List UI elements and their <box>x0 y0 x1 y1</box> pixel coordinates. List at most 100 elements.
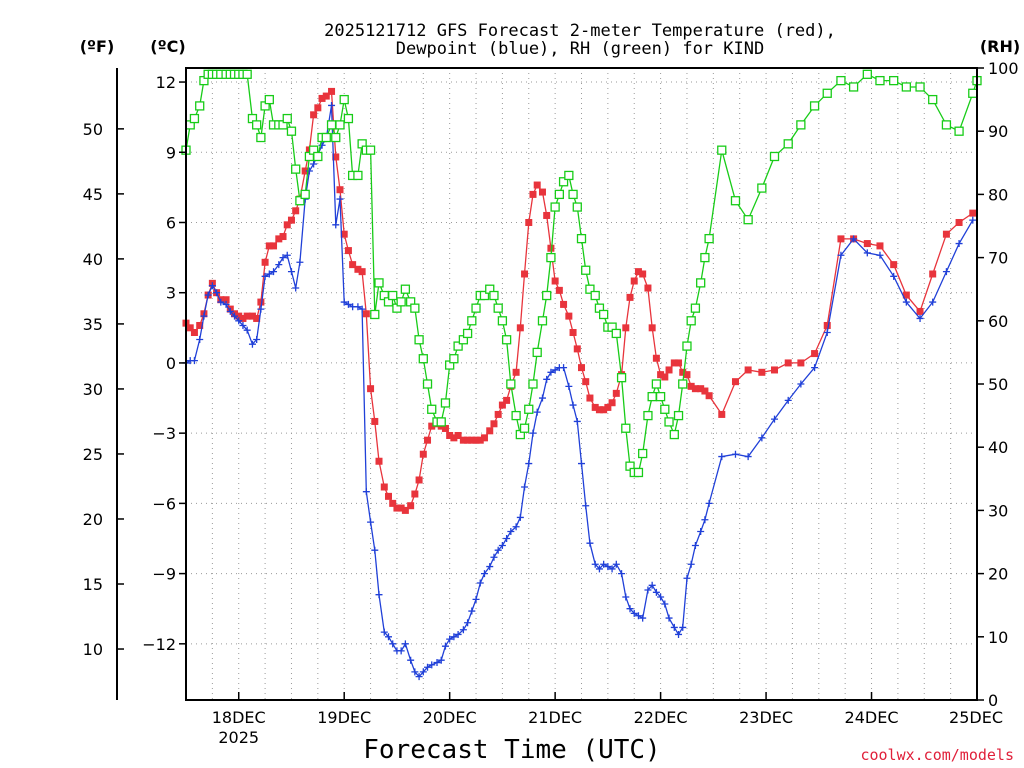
credit-text: coolwx.com/models <box>860 746 1014 764</box>
temperature-point <box>955 218 963 226</box>
temperature-point <box>239 314 247 322</box>
temperature-point <box>902 291 910 299</box>
dewpoint-point <box>648 581 656 589</box>
celsius-tick-label: −9 <box>152 565 176 584</box>
dewpoint-point <box>332 221 340 229</box>
temperature-point <box>551 277 559 285</box>
rh-point <box>422 379 433 389</box>
temperature-point <box>261 258 269 266</box>
dewpoint-point <box>292 284 300 292</box>
dewpoint-point <box>683 574 691 582</box>
temperature-point <box>411 490 419 498</box>
rh-point <box>678 379 688 389</box>
temperature-point <box>648 324 656 332</box>
temperature-point <box>565 312 573 320</box>
rh-point <box>730 196 741 206</box>
dewpoint-point <box>217 298 225 306</box>
dewpoint-point <box>328 101 336 109</box>
dewpoint-point <box>679 623 687 631</box>
celsius-tick-label: −3 <box>152 424 176 443</box>
temperature-point <box>516 324 524 332</box>
rh-point <box>546 252 556 263</box>
dewpoint-point <box>222 300 230 308</box>
rh-point <box>915 82 925 92</box>
dewpoint-point <box>644 586 652 594</box>
temperature-point <box>670 359 678 367</box>
temperature-point <box>547 244 555 252</box>
rh-point <box>506 379 516 389</box>
rh-point <box>598 309 609 320</box>
x-tick-label: 18DEC <box>212 708 266 727</box>
temperature-point <box>595 406 603 414</box>
temperature-point <box>415 476 423 484</box>
dewpoint-point <box>890 272 898 280</box>
dewpoint-point <box>573 417 581 425</box>
rh-point <box>321 132 331 143</box>
temperature-point <box>314 104 322 112</box>
temperature-point <box>279 233 287 241</box>
dewpoint-point <box>480 570 488 578</box>
dewpoint-point <box>929 298 937 306</box>
rh-point <box>554 189 565 200</box>
temperature-point <box>652 354 660 362</box>
temperature-point <box>186 324 194 332</box>
dewpoint-point <box>521 483 529 491</box>
rh-point <box>440 398 451 408</box>
fahrenheit-tick-label: 10 <box>83 640 103 659</box>
dewpoint-point <box>771 415 779 423</box>
temperature-point <box>533 181 541 189</box>
dewpoint-point <box>305 167 313 175</box>
dewpoint-point <box>490 553 498 561</box>
dewpoint-point <box>498 542 506 550</box>
rh-point <box>757 183 767 193</box>
temperature-point <box>560 300 568 308</box>
dewpoint-point <box>604 563 612 571</box>
dewpoint-point <box>354 303 362 311</box>
rh-point <box>686 316 696 326</box>
celsius-tick-label: 9 <box>166 143 176 162</box>
rh-point <box>374 278 384 288</box>
dewpoint-point <box>275 261 283 269</box>
dewpoint-point <box>969 216 977 224</box>
fahrenheit-tick-label: 45 <box>83 185 103 204</box>
celsius-tick-label: 12 <box>156 73 176 92</box>
rh-point <box>581 265 591 275</box>
dewpoint-point <box>248 340 256 348</box>
dewpoint-point <box>507 527 515 535</box>
temperature-point <box>582 378 590 386</box>
dewpoint-point <box>270 268 278 276</box>
temperature-point <box>407 502 415 510</box>
rh-tick-label: 20 <box>988 565 1008 584</box>
temperature-point <box>661 373 669 381</box>
fahrenheit-tick-label: 30 <box>83 380 103 399</box>
temperature-point <box>604 403 612 411</box>
temperature-point <box>340 230 348 238</box>
x-tick-label: 22DEC <box>634 708 688 727</box>
temperature-point <box>687 382 695 390</box>
dewpoint-point <box>441 642 449 650</box>
dewpoint-point <box>578 460 585 468</box>
dewpoint-point <box>955 240 963 248</box>
rh-tick-label: 80 <box>988 185 1008 204</box>
celsius-tick-label: 0 <box>166 354 176 373</box>
temperature-point <box>486 427 494 435</box>
temperature-point <box>657 371 665 379</box>
rh-point <box>682 341 692 351</box>
temperature-point <box>600 406 608 414</box>
dewpoint-point <box>547 368 555 376</box>
rh-point <box>335 120 345 130</box>
temperature-point <box>503 396 511 404</box>
rh-point <box>388 290 398 301</box>
rh-point <box>537 316 548 326</box>
rh-point <box>339 94 349 105</box>
dewpoint-point <box>618 570 626 578</box>
temperature-point <box>811 350 819 358</box>
temperature-point <box>389 499 397 507</box>
rh-point <box>550 202 560 212</box>
dewpoint-point <box>253 336 261 344</box>
temperature-point <box>480 434 488 442</box>
temperature-point <box>459 436 467 444</box>
temperature-point <box>397 504 405 512</box>
dewpoint-point <box>687 560 695 568</box>
dewpoint-point <box>204 291 212 299</box>
